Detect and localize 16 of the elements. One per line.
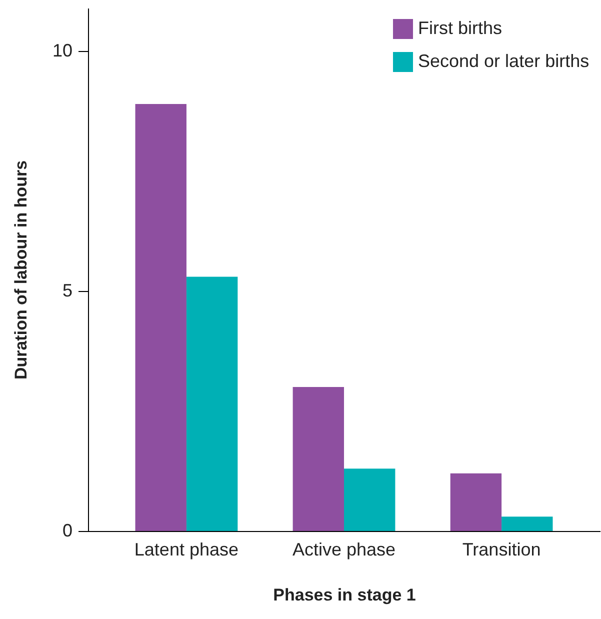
- bar: [186, 276, 238, 531]
- bar: [502, 516, 553, 531]
- y-axis-title: Duration of labour in hours: [11, 160, 30, 380]
- x-tick-label: Latent phase: [134, 540, 239, 560]
- y-tick-label: 0: [62, 520, 72, 540]
- x-tick-label: Transition: [462, 540, 541, 560]
- y-tick-label: 5: [62, 280, 72, 301]
- bar: [450, 473, 502, 531]
- legend-label: First births: [418, 18, 502, 38]
- bar: [344, 468, 396, 531]
- x-axis-title: Phases in stage 1: [273, 586, 416, 604]
- y-tick-label: 10: [52, 40, 72, 61]
- bar: [292, 387, 344, 531]
- x-tick-label: Active phase: [292, 540, 396, 560]
- bar: [135, 104, 186, 531]
- legend-label: Second or later births: [418, 51, 590, 71]
